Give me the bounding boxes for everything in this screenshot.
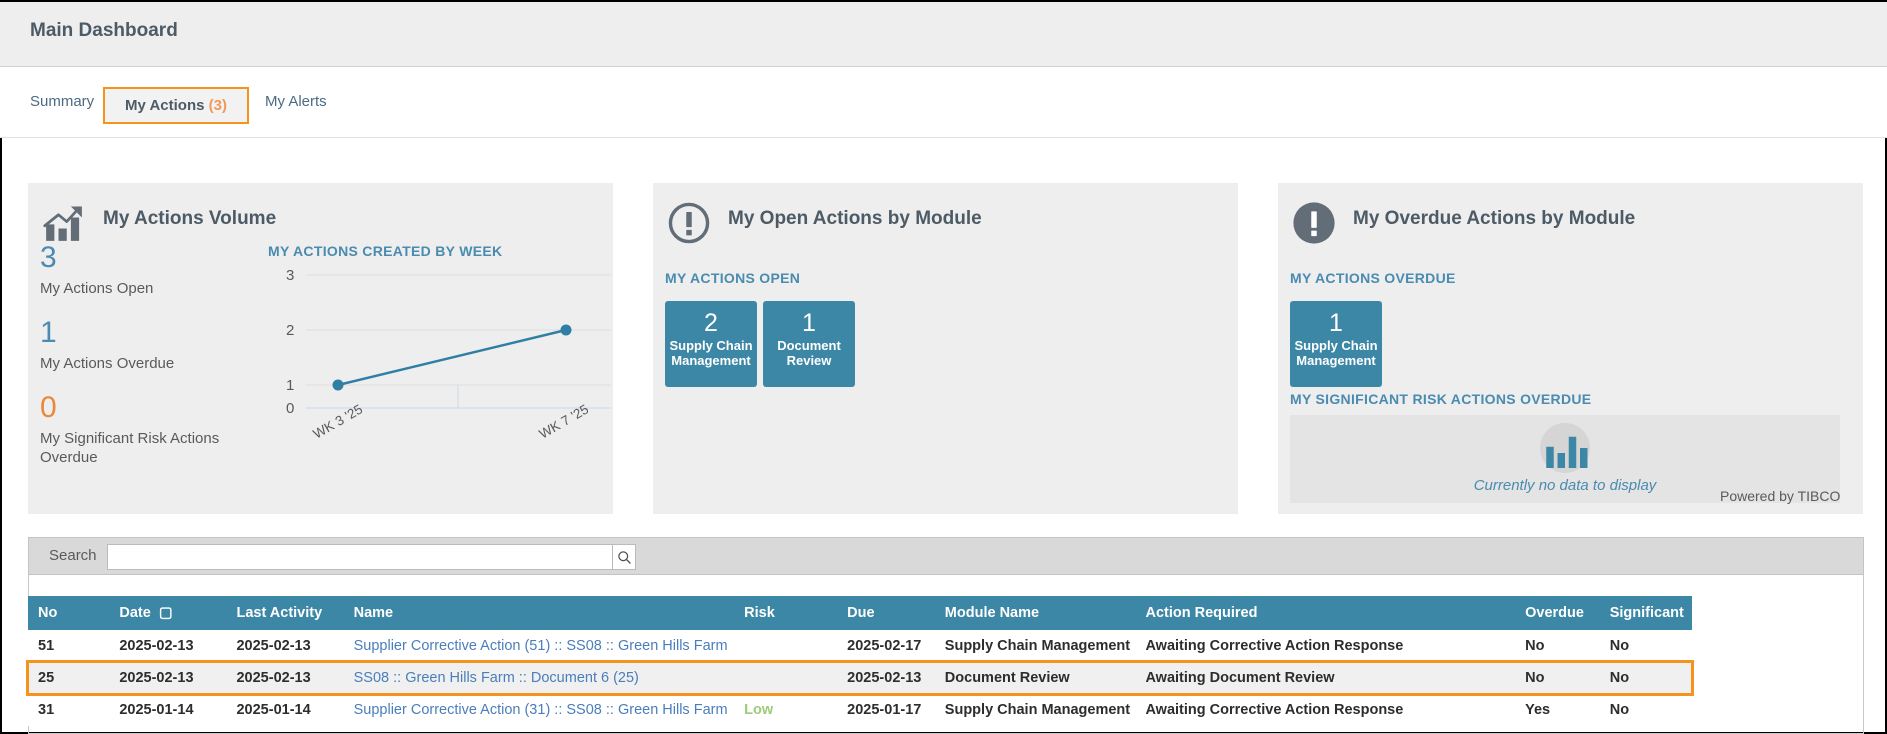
svg-text:3: 3 (286, 267, 294, 284)
svg-text:2: 2 (286, 322, 294, 339)
svg-text:0: 0 (286, 400, 294, 417)
svg-text:1: 1 (286, 377, 294, 394)
